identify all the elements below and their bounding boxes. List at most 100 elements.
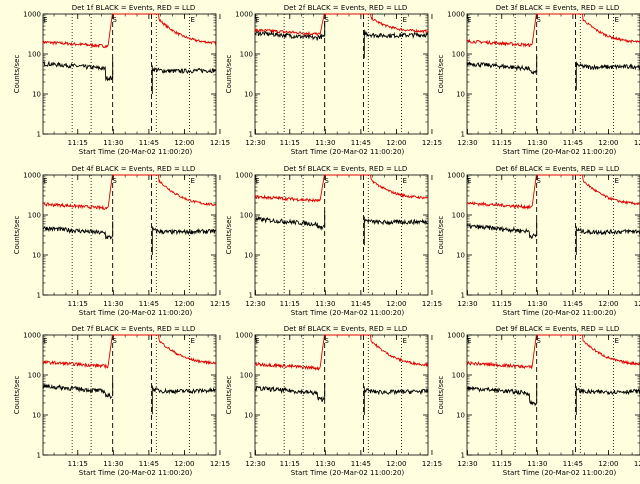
x-axis-label: Start Time (20-Mar-02 11:00:20): [291, 469, 405, 477]
plot-frame: [254, 13, 429, 135]
marker-label: E: [467, 16, 471, 24]
x-axis-label: Start Time (20-Mar-02 11:00:20): [503, 469, 617, 477]
x-tick-label: 11:30: [527, 460, 547, 468]
series-events-line: [254, 383, 429, 415]
y-tick-label: 100: [28, 51, 41, 59]
y-tick-label: 1: [461, 452, 465, 460]
plot-frame: [42, 174, 217, 296]
series-lld-line: [466, 334, 640, 369]
y-tick-label: 100: [240, 212, 253, 220]
marker-label: E: [255, 177, 259, 185]
marker-label: E: [467, 177, 471, 185]
marker-label: E: [615, 337, 619, 345]
y-tick-label: 1: [461, 292, 465, 300]
x-tick-label: 12:15: [210, 460, 230, 468]
x-tick-label: 11:30: [315, 139, 335, 147]
x-tick-label: 12:15: [634, 139, 640, 147]
panel-5: Det 5f BLACK = Events, RED = LLD 1 10 100 10…: [225, 165, 478, 317]
x-tick-label: 11:15: [280, 139, 300, 147]
marker-label: E: [615, 16, 619, 24]
x-tick-label: 11:15: [492, 300, 512, 308]
plot-frame: [42, 334, 217, 456]
x-tick-label: 12:30: [457, 460, 477, 468]
y-tick-label: 10: [456, 412, 465, 420]
panel-title: Det 5f BLACK = Events, RED = LLD: [284, 165, 407, 173]
x-tick-label: 11:15: [280, 460, 300, 468]
panel-title: Det 7f BLACK = Events, RED = LLD: [72, 325, 195, 333]
x-tick-label: 12:30: [245, 300, 265, 308]
x-tick-label: 11:45: [351, 300, 371, 308]
y-axis-label: Counts/sec: [13, 216, 21, 255]
plot-frame: [466, 13, 640, 135]
y-tick-label: 1: [37, 292, 41, 300]
x-tick-label: 12:00: [598, 460, 618, 468]
x-tick-label: 11:30: [103, 460, 123, 468]
x-tick-label: 12:00: [386, 460, 406, 468]
marker-label: E: [191, 16, 195, 24]
y-tick-label: 100: [240, 372, 253, 380]
x-tick-label: 11:45: [139, 139, 159, 147]
plot-frame: [466, 334, 640, 456]
x-tick-label: 11:45: [351, 139, 371, 147]
panel-title: Det 8f BLACK = Events, RED = LLD: [284, 325, 407, 333]
marker-label: S: [536, 337, 541, 345]
panel-title: Det 3f BLACK = Events, RED = LLD: [496, 4, 619, 12]
series-lld-line: [466, 13, 640, 48]
series-lld-line: [254, 13, 429, 37]
x-tick-label: 11:15: [68, 139, 88, 147]
series-events-line: [42, 221, 217, 255]
series-events-line: [42, 58, 217, 94]
panel-9: Det 9f BLACK = Events, RED = LLD 1 10 100 10…: [437, 325, 640, 477]
marker-label: E: [43, 177, 47, 185]
marker-label: E: [43, 337, 47, 345]
x-tick-label: 11:15: [68, 460, 88, 468]
marker-label: E: [403, 337, 407, 345]
x-tick-label: 12:00: [598, 300, 618, 308]
x-tick-label: 11:45: [139, 300, 159, 308]
y-tick-label: 1000: [23, 332, 41, 340]
marker-label: S: [536, 16, 541, 24]
y-tick-label: 1000: [235, 172, 253, 180]
y-axis-label: Counts/sec: [437, 376, 445, 415]
x-tick-label: 12:00: [174, 460, 194, 468]
marker-label: S: [324, 16, 329, 24]
x-axis-label: Start Time (20-Mar-02 11:00:20): [291, 148, 405, 156]
x-tick-label: 11:15: [492, 139, 512, 147]
series-events-line: [254, 211, 429, 246]
panel-title: Det 6f BLACK = Events, RED = LLD: [496, 165, 619, 173]
y-tick-label: 1000: [235, 11, 253, 19]
x-tick-label: 12:00: [174, 300, 194, 308]
y-tick-label: 1: [37, 131, 41, 139]
panel-title: Det 2f BLACK = Events, RED = LLD: [284, 4, 407, 12]
y-tick-label: 100: [452, 51, 465, 59]
x-tick-label: 11:45: [563, 300, 583, 308]
series-lld-line: [254, 174, 429, 203]
marker-label: E: [191, 337, 195, 345]
y-tick-label: 1: [37, 452, 41, 460]
plot-frame: [254, 174, 429, 296]
marker-label: E: [43, 16, 47, 24]
x-tick-label: 12:15: [210, 300, 230, 308]
x-tick-label: 11:30: [315, 460, 335, 468]
marker-label: S: [112, 337, 117, 345]
x-tick-label: 12:30: [457, 139, 477, 147]
y-axis-label: Counts/sec: [225, 55, 233, 94]
y-axis-label: Counts/sec: [437, 216, 445, 255]
x-tick-label: 12:30: [245, 460, 265, 468]
marker-label: S: [324, 177, 329, 185]
x-tick-label: 11:30: [527, 139, 547, 147]
series-lld-line: [42, 13, 217, 49]
y-tick-label: 1: [249, 292, 253, 300]
y-tick-label: 1: [249, 452, 253, 460]
panel-title: Det 1f BLACK = Events, RED = LLD: [72, 4, 195, 12]
x-tick-label: 12:15: [422, 460, 442, 468]
marker-label: E: [255, 337, 259, 345]
y-axis-label: Counts/sec: [13, 376, 21, 415]
x-axis-label: Start Time (20-Mar-02 11:00:20): [503, 309, 617, 317]
y-tick-label: 10: [456, 91, 465, 99]
y-axis-label: Counts/sec: [225, 216, 233, 255]
x-axis-label: Start Time (20-Mar-02 11:00:20): [79, 148, 193, 156]
series-events-line: [42, 380, 217, 415]
plot-frame: [42, 13, 217, 135]
